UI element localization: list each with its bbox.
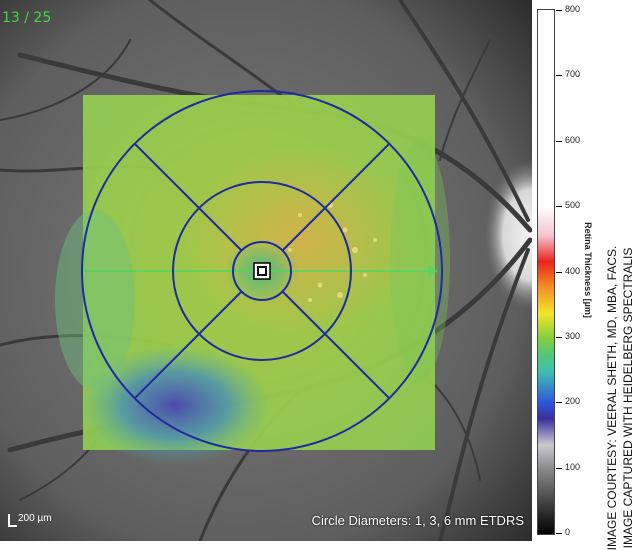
colorbar-tick-label: 700: [565, 69, 581, 80]
colorbar-tick: [556, 75, 562, 77]
colorbar-tick: [556, 10, 562, 11]
retina-scan: [0, 0, 532, 541]
central-ring[interactable]: [232, 241, 292, 301]
colorbar-tick-label: 200: [565, 396, 581, 407]
etdrs-grid[interactable]: [81, 90, 443, 452]
colorbar-tick-label: 0: [565, 527, 571, 537]
thickness-colorbar: [537, 9, 555, 535]
scale-label: 200 µm: [18, 513, 52, 524]
colorbar-tick: [556, 140, 562, 142]
colorbar-tick-label: 300: [565, 330, 581, 341]
colorbar-tick: [556, 206, 562, 208]
colorbar-tick-label: 400: [565, 265, 581, 276]
colorbar-tick-label: 100: [565, 461, 581, 472]
colorbar-tick: [556, 467, 562, 469]
frame-counter: 13 / 25: [2, 10, 52, 26]
thickness-map: [55, 95, 450, 465]
exudate-spots: [288, 202, 377, 302]
colorbar-tick: [556, 336, 562, 338]
colorbar-tick: [556, 533, 562, 534]
grid-caption: Circle Diameters: 1, 3, 6 mm ETDRS: [311, 513, 524, 528]
scale-bar-icon: [8, 514, 17, 527]
fovea-marker-icon[interactable]: [253, 262, 271, 280]
scan-arrow-icon: [428, 265, 438, 277]
fundus-image: 13 / 25 200 µm Circle Diameters: 1, 3, 6…: [0, 0, 532, 541]
colorbar-title: Retina Thickness [µm]: [583, 222, 593, 318]
colorbar-tick-label: 800: [565, 4, 581, 14]
colorbar-tick: [556, 402, 562, 404]
colorbar-tick: [556, 271, 562, 273]
credit-line-2: IMAGE CAPTURED WITH HEIDELBERG SPECTRALI…: [621, 247, 635, 549]
credit-line-1: IMAGE COURTESY: VEERAL SHETH, MD, MBA, F…: [605, 245, 619, 550]
colorbar-tick-label: 600: [565, 134, 581, 145]
colorbar-tick-label: 500: [565, 200, 581, 211]
inner-ring[interactable]: [172, 181, 352, 361]
outer-ring[interactable]: [81, 90, 443, 452]
